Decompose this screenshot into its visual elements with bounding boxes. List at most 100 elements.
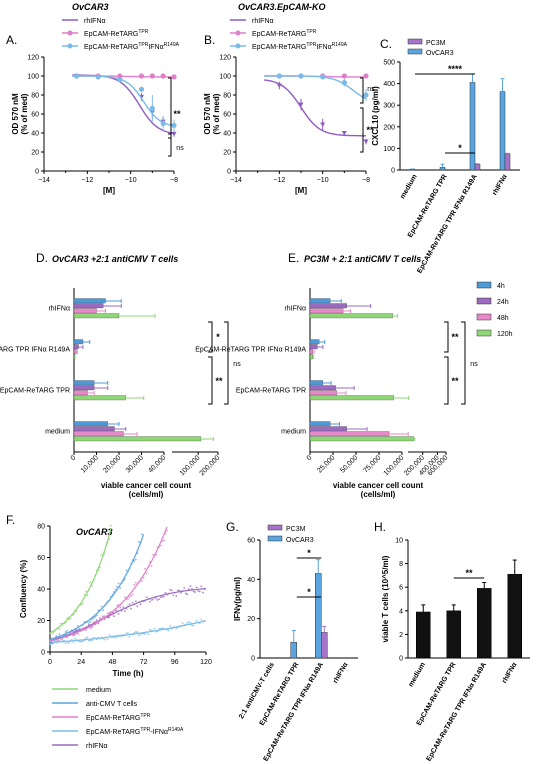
scatter-point: [138, 634, 140, 637]
y-axis-title-line: CXCL10 (pg/ml): [371, 86, 380, 146]
data-point: [149, 105, 155, 111]
sig-e3: ns: [470, 361, 478, 368]
legend-de-swatch-4h: [476, 281, 492, 289]
scatter-point: [88, 621, 90, 624]
scatter-point: [200, 618, 203, 621]
legend-c-swatch-pc3m: [407, 38, 423, 45]
scatter-point: [95, 619, 98, 622]
scatter-point: [80, 604, 83, 606]
scatter-point: [169, 588, 172, 591]
y-tick-label: 0: [35, 169, 39, 176]
scatter-point: [192, 590, 195, 593]
scatter-point: [161, 627, 164, 630]
x-tick-label: 50,000: [339, 454, 359, 474]
scatter-point: [150, 565, 153, 568]
legend-c-pc3m: PC3M: [426, 40, 446, 47]
scatter-point: [78, 627, 81, 630]
scatter-point: [114, 588, 117, 591]
scatter-point: [114, 636, 117, 639]
scatter-point: [102, 609, 104, 612]
series-curve-0: [72, 74, 175, 135]
y-axis-title: IFNγ(pg/ml): [233, 577, 242, 621]
sig-bracket-a2: [168, 133, 172, 157]
scatter-point: [50, 642, 53, 645]
sig-g1: *: [307, 548, 311, 558]
x-tick-label: 0: [306, 454, 314, 462]
data-point: [73, 73, 80, 79]
bar-ovcar3: [499, 91, 506, 171]
legend-de-48h: 48h: [497, 315, 509, 322]
y-tick-label: 0: [399, 656, 403, 663]
x-tick-label: 120: [200, 659, 212, 666]
scatter-point: [147, 633, 150, 636]
y-tick-label: 8: [399, 561, 403, 568]
x-tick-label: −14: [38, 177, 50, 184]
scatter-point: [72, 630, 75, 633]
sig-bracket-d1: [208, 321, 213, 353]
sig-bracket-b2: [360, 107, 364, 153]
panel-label-h: H.: [374, 520, 386, 534]
bar-120h: [73, 354, 75, 360]
bar-ovcar3: [409, 169, 416, 171]
x-tick-label: −14: [230, 177, 242, 184]
y-tick-label: 40: [247, 577, 255, 584]
scatter-point: [153, 627, 156, 630]
x-axis-title-line: [M]: [103, 186, 115, 195]
scatter-point: [130, 594, 133, 597]
panel-h-tcell-bars: 0 2 4 6 8 10 viable T cells (10^5/ml) mediumEpC…: [381, 538, 530, 763]
scatter-point: [92, 617, 95, 620]
scatter-point: [194, 591, 196, 593]
legend-g-swatch-pc3m: [267, 524, 283, 531]
scatter-point: [134, 600, 137, 603]
y-tick-label: 20: [247, 616, 255, 623]
scatter-point: [158, 628, 161, 630]
scatter-point: [127, 597, 129, 600]
scatter-point: [64, 631, 67, 633]
sig-bracket-b1: [360, 77, 364, 104]
scatter-point: [94, 615, 97, 618]
data-point-triangle: [341, 131, 347, 136]
y-tick-label: 60: [247, 538, 255, 545]
scatter-point: [130, 607, 133, 610]
scatter-point: [150, 599, 153, 601]
x-tick-label: 0: [70, 454, 78, 462]
x-tick-label: 100,000: [179, 454, 202, 477]
sig-b1: ns: [367, 86, 375, 93]
category-label: rhIFNα: [48, 306, 70, 313]
scatter-point: [113, 611, 115, 614]
sig-h1: **: [465, 568, 473, 578]
scatter-point: [102, 615, 104, 618]
x-tick-label: 0: [48, 659, 52, 666]
x-tick-label: −12: [273, 177, 285, 184]
bar-4h: [73, 339, 84, 345]
scatter-point: [77, 633, 79, 636]
panel-e-hbar: 0 25,000 50,000 75,000 100,000200,000400,000…: [195, 288, 478, 499]
bar-4h: [73, 421, 108, 427]
data-point: [138, 86, 145, 92]
scatter-point: [200, 585, 203, 588]
scatter-point: [159, 627, 162, 630]
scatter-point: [89, 620, 92, 623]
y-tick-label: 60: [31, 112, 39, 119]
sig-bracket-d3: [224, 321, 229, 405]
scatter-point: [183, 586, 186, 589]
sig-a1: **: [173, 109, 181, 119]
legend-f-rhifn: rhIFNα: [86, 743, 108, 750]
x-tick-label: 48: [109, 659, 117, 666]
legend-de-swatch-120h: [476, 329, 492, 337]
bar-values: [477, 588, 492, 659]
scatter-point: [108, 538, 111, 541]
category-label: EpCAM-ReTARG TPR IFNα R149A: [0, 347, 70, 354]
bar-4h: [309, 421, 331, 427]
y-axis-title: OD 570 nM(% of med): [203, 93, 221, 135]
title-a: OvCAR3: [72, 2, 109, 12]
legend-b-epcam-mut: EpCAM-ReTARGTPRIFNαR149A: [252, 42, 348, 51]
legend-de-120h: 120h: [497, 331, 513, 338]
bar-48h: [73, 308, 97, 314]
data-point-triangle: [320, 122, 326, 127]
scatter-point: [180, 592, 182, 594]
scatter-point: [84, 637, 87, 640]
bar-ovcar3: [290, 642, 297, 659]
